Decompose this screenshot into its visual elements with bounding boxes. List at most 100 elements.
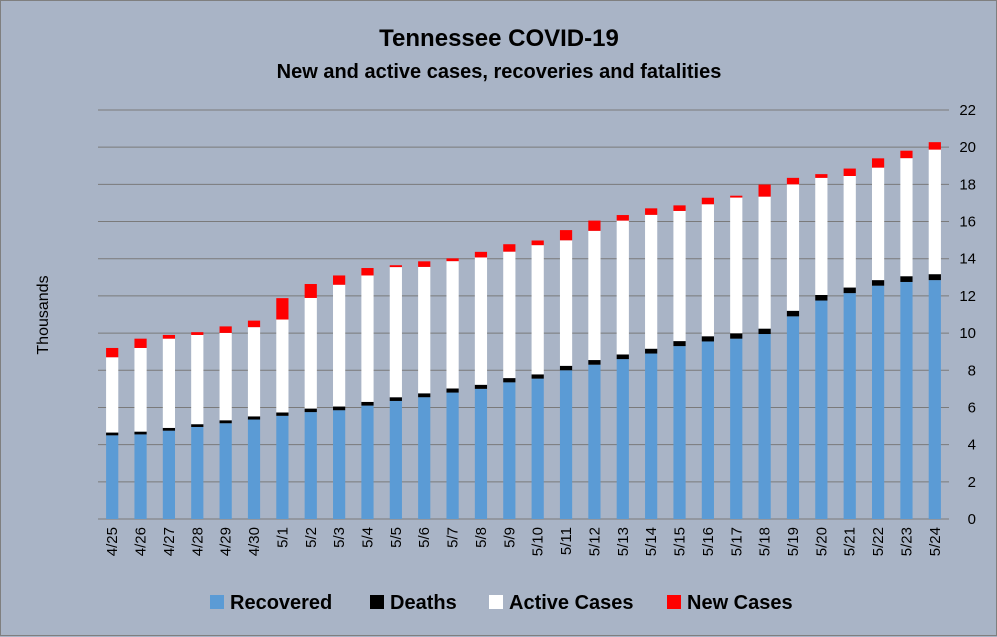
bar-deaths [588, 360, 601, 365]
bar-new-cases [645, 208, 658, 215]
bar-deaths [276, 412, 289, 416]
bar-active-cases [219, 332, 232, 421]
x-tick-label: 5/8 [473, 527, 490, 548]
legend-label: Deaths [390, 592, 457, 614]
bar-new-cases [843, 168, 856, 176]
bar-recovered [673, 346, 686, 519]
bar-recovered [928, 280, 941, 519]
bar-deaths [616, 354, 629, 360]
bar-recovered [474, 388, 488, 519]
bar-new-cases [191, 332, 204, 335]
bar-active-cases [786, 184, 800, 311]
bar-active-cases [559, 240, 573, 366]
legend-label: Active Cases [509, 592, 634, 614]
x-tick-label: 4/25 [104, 527, 121, 556]
bar-active-cases [162, 338, 176, 428]
x-tick-label: 5/14 [643, 527, 660, 556]
bar-active-cases [673, 210, 686, 342]
bar-new-cases [588, 220, 601, 231]
bar-new-cases [106, 347, 119, 358]
x-tick-label: 5/15 [672, 527, 689, 556]
y-tick-label: 16 [959, 214, 976, 231]
y-tick-label: 20 [959, 139, 976, 156]
y-tick-label: 22 [959, 102, 976, 119]
bar-new-cases [871, 158, 885, 168]
bar-active-cases [446, 261, 459, 389]
chart-title: Tennessee COVID-19 [379, 25, 619, 52]
bar-active-cases [730, 197, 743, 334]
bar-active-cases [815, 177, 828, 295]
y-tick-label: 4 [968, 437, 976, 454]
bar-new-cases [928, 142, 941, 150]
bar-new-cases [616, 215, 629, 221]
bar-new-cases [900, 150, 913, 159]
y-axis-label: Thousands [35, 275, 52, 354]
bar-active-cases [361, 275, 374, 402]
x-tick-label: 4/29 [218, 527, 235, 556]
x-tick-label: 5/17 [728, 527, 745, 556]
bar-new-cases [162, 334, 176, 339]
bar-deaths [219, 420, 232, 424]
x-tick-label: 4/26 [133, 527, 150, 556]
bar-new-cases [730, 195, 743, 198]
bar-deaths [304, 408, 317, 413]
x-tick-label: 5/6 [416, 527, 433, 548]
bar-recovered [559, 370, 573, 519]
bar-new-cases [446, 258, 459, 262]
bar-new-cases [361, 268, 374, 276]
bar-active-cases [645, 214, 658, 349]
bar-active-cases [843, 175, 856, 288]
bar-deaths [815, 294, 828, 301]
x-tick-label: 5/9 [501, 527, 518, 548]
y-tick-label: 6 [968, 399, 976, 416]
x-tick-label: 4/27 [161, 527, 178, 556]
bar-new-cases [134, 338, 147, 348]
legend: Recovered Deaths Active Cases New Cases [210, 592, 793, 614]
bar-active-cases [701, 204, 714, 337]
bar-new-cases [474, 251, 488, 258]
x-tick-label: 4/30 [246, 527, 263, 556]
x-tick-label: 5/24 [927, 527, 944, 556]
x-tick-label: 5/2 [303, 527, 320, 548]
x-tick-label: 5/20 [813, 527, 830, 556]
bar-deaths [446, 388, 459, 393]
bar-active-cases [758, 196, 771, 329]
bar-new-cases [333, 275, 346, 285]
bar-new-cases [304, 284, 317, 298]
bar-deaths [162, 427, 176, 431]
x-tick-label: 4/28 [189, 527, 206, 556]
y-tick-label: 0 [968, 511, 976, 528]
x-tick-label: 5/19 [785, 527, 802, 556]
y-tick-labels: 0 2 4 6 8 10 12 14 16 18 20 22 [959, 102, 976, 528]
y-tick-label: 14 [959, 251, 976, 268]
bar-deaths [701, 336, 714, 342]
bar-recovered [219, 423, 232, 519]
bar-recovered [389, 400, 402, 519]
bar-recovered [786, 316, 800, 519]
bar-recovered [588, 364, 601, 519]
bar-deaths [503, 378, 516, 383]
bar-active-cases [389, 267, 402, 398]
legend-swatch [210, 595, 224, 609]
bar-active-cases [531, 245, 544, 375]
bar-recovered [815, 300, 828, 519]
bar-active-cases [588, 230, 601, 361]
bar-recovered [162, 430, 176, 519]
bar-recovered [843, 293, 856, 519]
bar-active-cases [871, 167, 885, 281]
bar-active-cases [418, 266, 431, 394]
bar-recovered [871, 285, 885, 519]
bar-new-cases [701, 197, 714, 205]
bar-new-cases [758, 184, 771, 197]
bar-recovered [276, 415, 289, 519]
bar-recovered [730, 338, 743, 519]
bar-deaths [900, 276, 913, 282]
bar-recovered [645, 353, 658, 519]
bar-deaths [786, 310, 800, 317]
bar-active-cases [333, 284, 346, 407]
x-tick-label: 5/1 [274, 527, 291, 548]
legend-swatch [489, 595, 503, 609]
x-tick-label: 5/12 [586, 527, 603, 556]
